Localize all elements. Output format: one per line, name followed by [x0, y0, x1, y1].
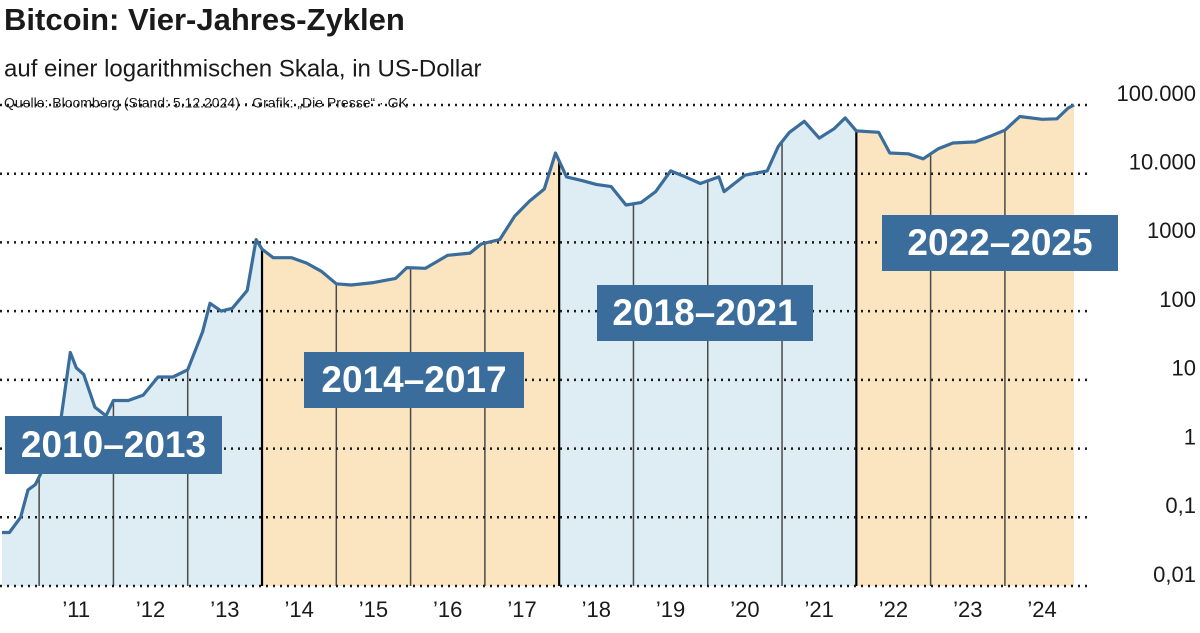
x-tick-label: ’13: [210, 597, 239, 622]
y-tick-label: 1: [1184, 424, 1196, 449]
chart-title: Bitcoin: Vier-Jahres-Zyklen: [4, 2, 405, 37]
x-tick-label: ’16: [433, 597, 462, 622]
period-label: 2022–2025: [907, 222, 1092, 263]
period-label-box: [882, 215, 1118, 271]
x-tick-label: ’19: [656, 597, 685, 622]
period-band: [2, 105, 263, 586]
x-tick-label: ’12: [136, 597, 165, 622]
period-label-box: [304, 352, 524, 408]
x-tick-label: ’15: [359, 597, 388, 622]
period-label-box: [597, 285, 813, 341]
price-line: [2, 103, 1075, 535]
x-tick-label: ’14: [284, 597, 313, 622]
y-tick-label: 1000: [1147, 218, 1196, 243]
y-tick-label: 100.000: [1116, 81, 1196, 106]
x-tick-label: ’24: [1027, 597, 1056, 622]
period-label: 2010–2013: [21, 424, 206, 465]
period-label: 2018–2021: [612, 292, 797, 333]
period-band: [856, 105, 1074, 586]
area-group: [2, 105, 1074, 586]
x-tick-label: ’11: [62, 597, 90, 622]
x-tick-label: ’22: [879, 597, 908, 622]
y-tick-label: 10: [1172, 356, 1196, 381]
x-tick-label: ’18: [582, 597, 611, 622]
y-tick-label: 100: [1159, 287, 1196, 312]
y-tick-label: 10.000: [1129, 150, 1196, 175]
source-note: Quelle: Bloomberg (Stand: 5.12.2024) · G…: [4, 95, 408, 111]
y-tick-label: 0,01: [1153, 562, 1196, 587]
x-tick-label: ’17: [507, 597, 536, 622]
period-label-box: [5, 416, 222, 474]
x-tick-label: ’21: [805, 597, 834, 622]
y-tick-label: 0,1: [1165, 493, 1196, 518]
x-tick-label: ’20: [730, 597, 759, 622]
chart-subtitle: auf einer logarithmischen Skala, in US-D…: [4, 55, 482, 82]
x-tick-label: ’23: [953, 597, 982, 622]
period-label: 2014–2017: [321, 359, 506, 400]
